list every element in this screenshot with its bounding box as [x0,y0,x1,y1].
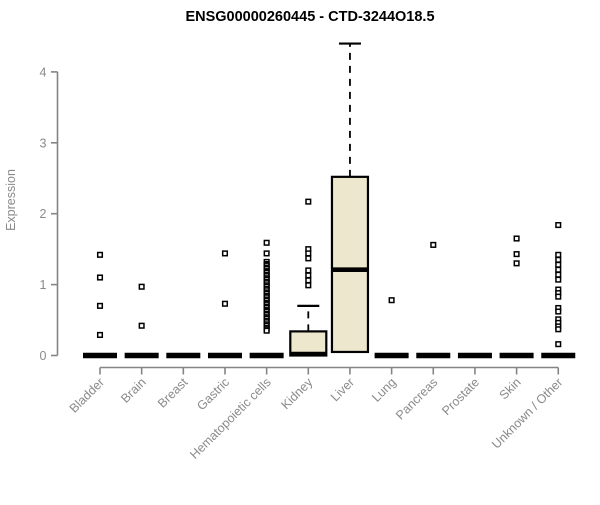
y-axis-label: Expression [4,169,18,231]
outlier-point [555,261,562,268]
x-tick-label: Liver [328,375,357,404]
x-tick-label: Gastric [194,375,232,413]
outlier-point [513,235,520,242]
x-tick-label: Breast [155,375,191,411]
outlier-point [555,341,562,348]
x-tick-label: Prostate [439,375,482,418]
outlier-point [555,266,562,273]
outlier-point [305,255,312,262]
outlier-point [555,293,562,300]
outlier-point [305,282,312,289]
outlier-point [555,221,562,229]
outlier-point [221,250,229,257]
outlier-point [555,256,562,263]
outlier-point [555,326,562,333]
outlier-point [555,251,562,258]
outlier-point [388,297,395,304]
chart-title: ENSG00000260445 - CTD-3244O18.5 [185,9,434,25]
plot-area: 0 1 2 3 4 Bladder Brain Breast GastricHematopoie… [40,42,576,462]
box [330,175,370,354]
x-tick-label: Hematopoietic cells [187,375,274,462]
x-tick-label: Bladder [67,375,107,415]
x-tick-label: Pancreas [393,375,440,422]
x-tick-label: Skin [497,375,524,402]
outlier-point [96,251,104,258]
outlier-point [263,239,270,246]
outlier-point [555,271,562,278]
outlier-point [513,260,520,267]
outlier-point [138,283,145,290]
outlier-point [513,251,520,258]
y-tick-label: 2 [40,207,47,221]
x-tick-label: Lung [369,375,399,405]
x-tick-label: Brain [118,375,149,406]
outlier-point [555,276,562,283]
outlier-point [305,272,312,279]
x-tick-label: Unknown / Other [489,375,565,451]
y-tick-label: 4 [40,65,47,79]
outlier-point [96,331,104,338]
y-tick-label: 1 [40,278,47,292]
box [289,330,328,357]
outlier-point [96,274,104,281]
y-tick-label: 3 [40,136,47,150]
outlier-point [305,277,312,284]
outlier-point [263,327,270,334]
outlier-point [305,250,312,257]
outlier-point [263,250,270,257]
outlier-point [430,241,437,248]
outlier-point [305,267,312,274]
y-tick-label: 0 [40,349,47,363]
x-tick-label: Kidney [278,375,315,412]
outlier-point [96,302,104,309]
outlier-point [305,198,312,205]
outlier-point [221,300,229,307]
outlier-point [138,322,145,329]
outlier-point [555,308,562,315]
